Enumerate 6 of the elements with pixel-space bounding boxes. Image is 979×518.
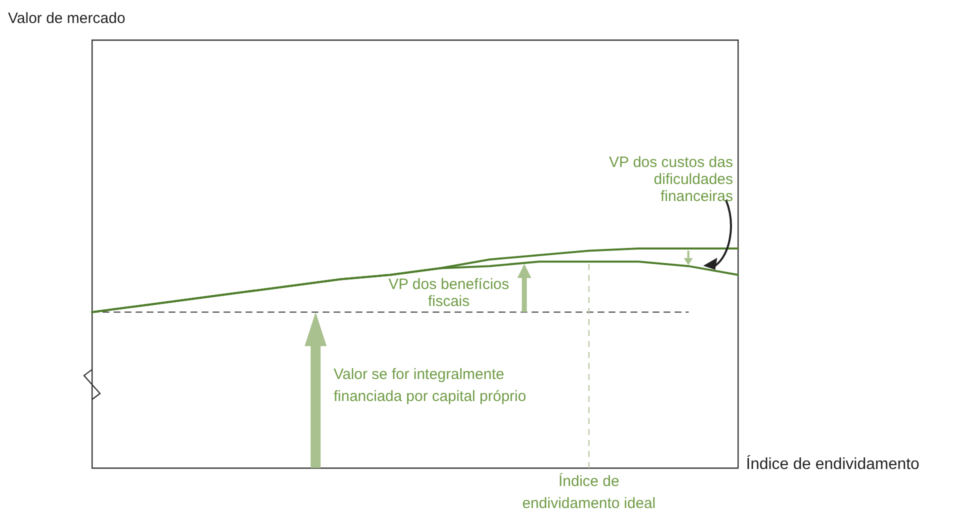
text: VP dos custos das dificuldades financeiras xyxy=(608,154,733,205)
annotation: VP dos benefícios fiscais xyxy=(387,276,510,310)
text: Valor de mercado xyxy=(8,10,126,27)
text: Índice de endividamento ideal xyxy=(521,472,657,514)
x-axis-title: Índice de endividamento xyxy=(746,456,920,474)
annotation: Valor se for integralmente financiada por capital próprio xyxy=(334,365,528,407)
